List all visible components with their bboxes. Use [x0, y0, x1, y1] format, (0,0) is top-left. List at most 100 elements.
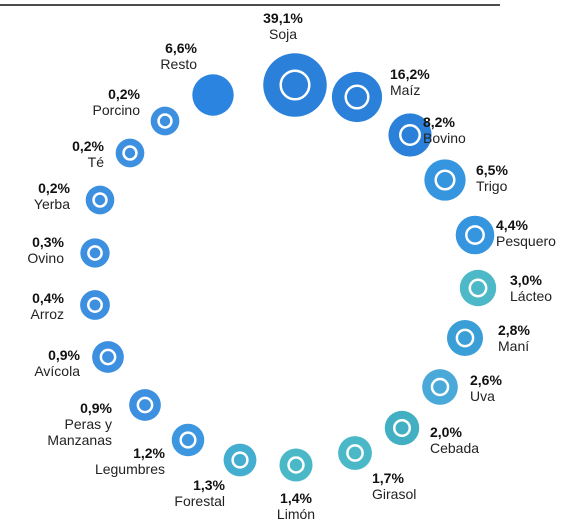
value-label: 1,3%	[193, 477, 225, 493]
bubble	[80, 290, 110, 320]
category-label: Girasol	[372, 486, 417, 502]
bubble	[85, 185, 115, 215]
bubble	[384, 410, 420, 446]
icon	[87, 297, 103, 313]
value-label: 6,6%	[165, 40, 197, 56]
icon	[430, 377, 450, 397]
value-label: 1,4%	[280, 490, 312, 506]
icon	[136, 396, 154, 414]
label: 0,9% Peras y Manzanas	[47, 400, 112, 448]
label: 0,3% Ovino	[27, 234, 64, 266]
category-label: Bovino	[423, 130, 466, 146]
value-label: 8,2%	[423, 114, 455, 130]
bubble	[80, 238, 110, 268]
value-label: 16,2%	[390, 66, 430, 82]
value-label: 0,3%	[32, 234, 64, 250]
bubble	[150, 106, 180, 136]
value-label: 2,6%	[470, 372, 502, 388]
icon	[157, 113, 173, 129]
category-label: Ovino	[27, 250, 64, 266]
value-label: 0,2%	[72, 138, 104, 154]
category-label: Té	[87, 154, 104, 170]
category-label: Resto	[160, 56, 197, 72]
bubble	[279, 448, 313, 482]
icon	[455, 328, 475, 348]
label: 8,2% Bovino	[423, 114, 466, 146]
value-label: 3,0%	[510, 272, 542, 288]
category-label: Forestal	[174, 493, 225, 509]
value-label: 2,8%	[498, 322, 530, 338]
icon	[92, 192, 108, 208]
value-label: 0,2%	[38, 180, 70, 196]
category-label: Pesquero	[496, 233, 556, 249]
category-label: Maní	[498, 338, 530, 354]
icon	[399, 124, 421, 146]
bubble	[223, 443, 257, 477]
label: 39,1% Soja	[233, 10, 333, 42]
value-label: 0,9%	[80, 400, 112, 416]
category-label: Yerba	[33, 196, 70, 212]
bubble	[459, 269, 497, 307]
category-label: Trigo	[476, 178, 508, 194]
bubble	[446, 319, 484, 357]
icon	[468, 278, 488, 298]
icon	[122, 145, 138, 161]
bubble	[338, 436, 372, 470]
value-label: 39,1%	[263, 10, 303, 26]
value-label: 0,2%	[108, 86, 140, 102]
value-label: 1,2%	[133, 445, 165, 461]
category-label: Uva	[470, 388, 495, 404]
icon	[287, 456, 305, 474]
bubble	[422, 369, 458, 405]
icon	[179, 431, 197, 449]
icon	[434, 169, 456, 191]
icon	[231, 451, 249, 469]
label: 0,4% Arroz	[31, 290, 64, 322]
bubble	[192, 74, 234, 116]
category-label: Cebada	[430, 440, 480, 456]
category-label: Arroz	[30, 306, 64, 322]
value-label: 6,5%	[476, 162, 508, 178]
category-label: Porcino	[92, 102, 140, 118]
label: 0,2% Té	[72, 138, 104, 170]
label: 0,2% Yerba	[34, 180, 70, 212]
value-label: 0,9%	[48, 347, 80, 363]
bubble	[263, 53, 327, 117]
category-label: Limón	[276, 506, 316, 522]
label: 4,4% Pesquero	[496, 217, 556, 249]
label: 3,0% Lácteo	[510, 272, 552, 304]
label: 16,2% Maíz	[390, 66, 430, 98]
value-label: 0,4%	[32, 290, 64, 306]
bubble	[388, 113, 432, 157]
category-label: Maíz	[390, 82, 421, 98]
label: 0,2% Porcino	[93, 86, 140, 118]
label: 1,2% Legumbres	[95, 445, 165, 477]
category-label: Lácteo	[510, 288, 553, 304]
bubble	[455, 215, 495, 255]
bubble	[115, 138, 145, 168]
icon	[279, 69, 311, 101]
label: 1,4% Limón	[246, 490, 346, 522]
category-label: Peras y Manzanas	[47, 416, 112, 448]
icon	[465, 225, 485, 245]
bubble	[129, 389, 161, 421]
value-label: 1,7%	[372, 470, 404, 486]
label: 2,8% Maní	[498, 322, 530, 354]
category-label: Avícola	[34, 363, 80, 379]
bubble	[171, 423, 205, 457]
icon	[344, 84, 370, 110]
bubble	[92, 341, 124, 373]
label: 2,0% Cebada	[430, 424, 479, 456]
label: 1,3% Forestal	[174, 477, 225, 509]
icon	[87, 245, 103, 261]
label: 1,7% Girasol	[372, 470, 416, 502]
value-label: 4,4%	[496, 217, 528, 233]
label: 2,6% Uva	[470, 372, 502, 404]
label: 6,6% Resto	[160, 40, 197, 72]
bubble	[331, 71, 383, 123]
icon	[346, 444, 364, 462]
category-label: Soja	[268, 26, 298, 42]
icon	[99, 348, 117, 366]
label: 0,9% Avícola	[34, 347, 80, 379]
